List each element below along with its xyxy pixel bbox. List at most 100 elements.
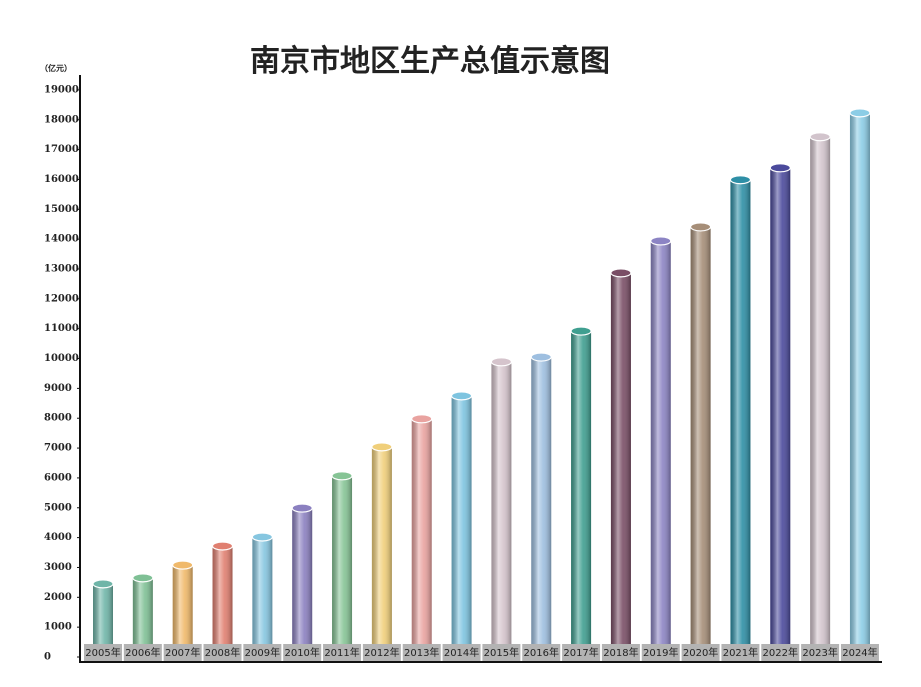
bar-cap bbox=[291, 503, 313, 513]
bar-cap bbox=[729, 175, 752, 185]
bar-cap bbox=[92, 579, 114, 589]
bar-shine bbox=[531, 357, 552, 657]
bar-cap bbox=[849, 108, 871, 118]
x-tick-label: 2006年 bbox=[125, 646, 160, 659]
x-label-box bbox=[243, 644, 282, 661]
y-tick-label: 17000 bbox=[44, 144, 79, 155]
x-tick-label: 2021年 bbox=[723, 646, 758, 659]
y-tick-label: 3000 bbox=[44, 562, 72, 573]
x-tick-label: 2012年 bbox=[364, 646, 399, 659]
bar-shine bbox=[172, 565, 193, 657]
x-label-box bbox=[641, 644, 680, 661]
y-tick-label: 8000 bbox=[44, 413, 72, 424]
y-tick-label: 11000 bbox=[44, 323, 79, 334]
y-tick-label: 4000 bbox=[44, 532, 72, 543]
bar-shine bbox=[132, 577, 153, 657]
bar-cap bbox=[490, 357, 512, 367]
bar-shine bbox=[491, 361, 512, 657]
x-tick-label: 2005年 bbox=[85, 646, 120, 659]
y-tick-label: 9000 bbox=[44, 383, 72, 394]
x-label-box bbox=[761, 644, 800, 661]
y-tick-label: 7000 bbox=[44, 443, 72, 454]
x-tick-label: 2014年 bbox=[444, 646, 479, 659]
bar-cap bbox=[450, 391, 473, 401]
bar-shine bbox=[849, 112, 870, 658]
bar-cap bbox=[650, 236, 672, 246]
x-tick-label: 2008年 bbox=[205, 646, 240, 659]
x-label-box bbox=[721, 644, 760, 661]
x-tick-label: 2023年 bbox=[802, 646, 837, 659]
bar-shine bbox=[730, 179, 751, 657]
bar-cap bbox=[411, 414, 433, 424]
bar-cap bbox=[570, 326, 592, 336]
x-tick-label: 2015年 bbox=[484, 646, 519, 659]
x-tick-label: 2020年 bbox=[683, 646, 718, 659]
x-label-box bbox=[123, 644, 162, 661]
y-tick-label: 15000 bbox=[44, 204, 79, 215]
x-tick-label: 2009年 bbox=[245, 646, 280, 659]
bar-cap bbox=[132, 573, 154, 583]
bar-shine bbox=[252, 537, 273, 657]
chart-title: 南京市地区生产总值示意图 bbox=[250, 44, 610, 79]
plot-area: 0 1000 2000 3000 4000 5000 6000 7000 8000 9000 100… bbox=[44, 84, 879, 663]
y-tick-label: 2000 bbox=[44, 592, 72, 603]
y-tick-label: 18000 bbox=[44, 114, 79, 125]
x-label-box bbox=[163, 644, 202, 661]
x-tick-label: 2024年 bbox=[842, 646, 877, 659]
x-tick-label: 2017年 bbox=[563, 646, 598, 659]
y-tick-label: 19000 bbox=[44, 84, 79, 95]
x-label-box bbox=[562, 644, 601, 661]
bar-shine bbox=[770, 167, 791, 657]
y-tick-label: 14000 bbox=[44, 234, 79, 245]
bar-shine bbox=[650, 240, 671, 657]
y-tick-label: 10000 bbox=[44, 353, 79, 364]
x-tick-label: 2007年 bbox=[165, 646, 200, 659]
bar-cap bbox=[769, 163, 791, 173]
bar-shine bbox=[411, 418, 432, 657]
bar-cap bbox=[251, 532, 273, 542]
x-label-box bbox=[681, 644, 720, 661]
x-label-box bbox=[323, 644, 362, 661]
x-label-box bbox=[283, 644, 322, 661]
x-tick-label: 2011年 bbox=[324, 646, 359, 659]
x-tick-label: 2018年 bbox=[603, 646, 638, 659]
x-label-box bbox=[801, 644, 840, 661]
x-tick-label: 2010年 bbox=[284, 646, 319, 659]
bar-shine bbox=[690, 226, 711, 657]
x-label-box bbox=[442, 644, 481, 661]
bar-cap bbox=[530, 352, 552, 362]
x-tick-label: 2019年 bbox=[643, 646, 678, 659]
bar-shine bbox=[212, 545, 233, 657]
x-label-box bbox=[84, 644, 122, 661]
bar-shine bbox=[451, 395, 472, 657]
bar-cap bbox=[809, 132, 831, 142]
y-tick-label: 5000 bbox=[44, 502, 72, 513]
x-label-box bbox=[203, 644, 242, 661]
y-tick-label: 12000 bbox=[44, 293, 79, 304]
bar-cap bbox=[211, 541, 234, 551]
x-label-box bbox=[601, 644, 640, 661]
y-tick-label: 13000 bbox=[44, 264, 79, 275]
bar-shine bbox=[571, 331, 592, 657]
x-tick-label: 2013年 bbox=[404, 646, 439, 659]
x-tick-label: 2022年 bbox=[763, 646, 798, 659]
bar-shine bbox=[810, 136, 831, 657]
bar-cap bbox=[172, 560, 194, 570]
y-tick-label: 0 bbox=[44, 652, 51, 663]
bar-cap bbox=[331, 471, 353, 481]
bar-cap bbox=[371, 442, 393, 452]
bar-cap bbox=[689, 222, 712, 232]
x-label-box bbox=[362, 644, 401, 661]
bar-shine bbox=[93, 583, 113, 657]
x-tick-label: 2016年 bbox=[524, 646, 559, 659]
bar-shine bbox=[610, 272, 631, 657]
y-tick-label: 6000 bbox=[44, 472, 72, 483]
x-label-box bbox=[482, 644, 521, 661]
x-label-box bbox=[522, 644, 561, 661]
y-axis-unit: （亿元） bbox=[40, 63, 72, 73]
y-tick-label: 1000 bbox=[44, 622, 72, 633]
bar-cap bbox=[610, 268, 632, 278]
bar-shine bbox=[371, 446, 392, 657]
x-label-box bbox=[840, 644, 879, 661]
